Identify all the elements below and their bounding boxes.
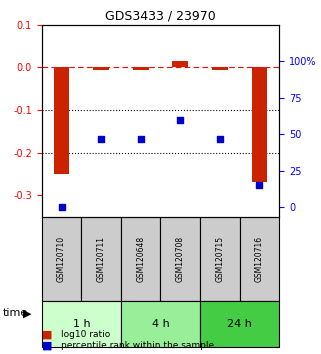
- Point: [257, 183, 262, 188]
- Bar: [252, 67, 267, 182]
- Bar: [133, 67, 149, 69]
- Title: GDS3433 / 23970: GDS3433 / 23970: [105, 9, 216, 22]
- Text: GSM120708: GSM120708: [176, 236, 185, 282]
- Text: 4 h: 4 h: [152, 319, 169, 329]
- Point: [178, 117, 183, 122]
- Text: GSM120710: GSM120710: [57, 236, 66, 282]
- Text: time: time: [3, 308, 29, 318]
- Text: GSM120715: GSM120715: [215, 236, 224, 282]
- FancyBboxPatch shape: [240, 217, 279, 301]
- Bar: [172, 61, 188, 67]
- Bar: [54, 67, 69, 174]
- FancyBboxPatch shape: [160, 217, 200, 301]
- Bar: [212, 67, 228, 69]
- Text: 1 h: 1 h: [73, 319, 90, 329]
- Point: [138, 136, 143, 142]
- Point: [59, 204, 64, 210]
- Bar: [93, 67, 109, 69]
- Text: log10 ratio: log10 ratio: [61, 330, 110, 339]
- FancyBboxPatch shape: [42, 301, 121, 347]
- Text: GSM120716: GSM120716: [255, 236, 264, 282]
- FancyBboxPatch shape: [121, 217, 160, 301]
- Text: ▶: ▶: [22, 308, 31, 318]
- FancyBboxPatch shape: [200, 217, 240, 301]
- FancyBboxPatch shape: [42, 217, 81, 301]
- Point: [217, 136, 222, 142]
- Text: 24 h: 24 h: [227, 319, 252, 329]
- FancyBboxPatch shape: [200, 301, 279, 347]
- FancyBboxPatch shape: [81, 217, 121, 301]
- Text: ■: ■: [42, 340, 52, 350]
- Point: [99, 136, 104, 142]
- Text: percentile rank within the sample: percentile rank within the sample: [61, 341, 214, 350]
- Text: GSM120648: GSM120648: [136, 236, 145, 282]
- Text: GSM120711: GSM120711: [97, 236, 106, 282]
- FancyBboxPatch shape: [121, 301, 200, 347]
- Text: ■: ■: [42, 330, 52, 339]
